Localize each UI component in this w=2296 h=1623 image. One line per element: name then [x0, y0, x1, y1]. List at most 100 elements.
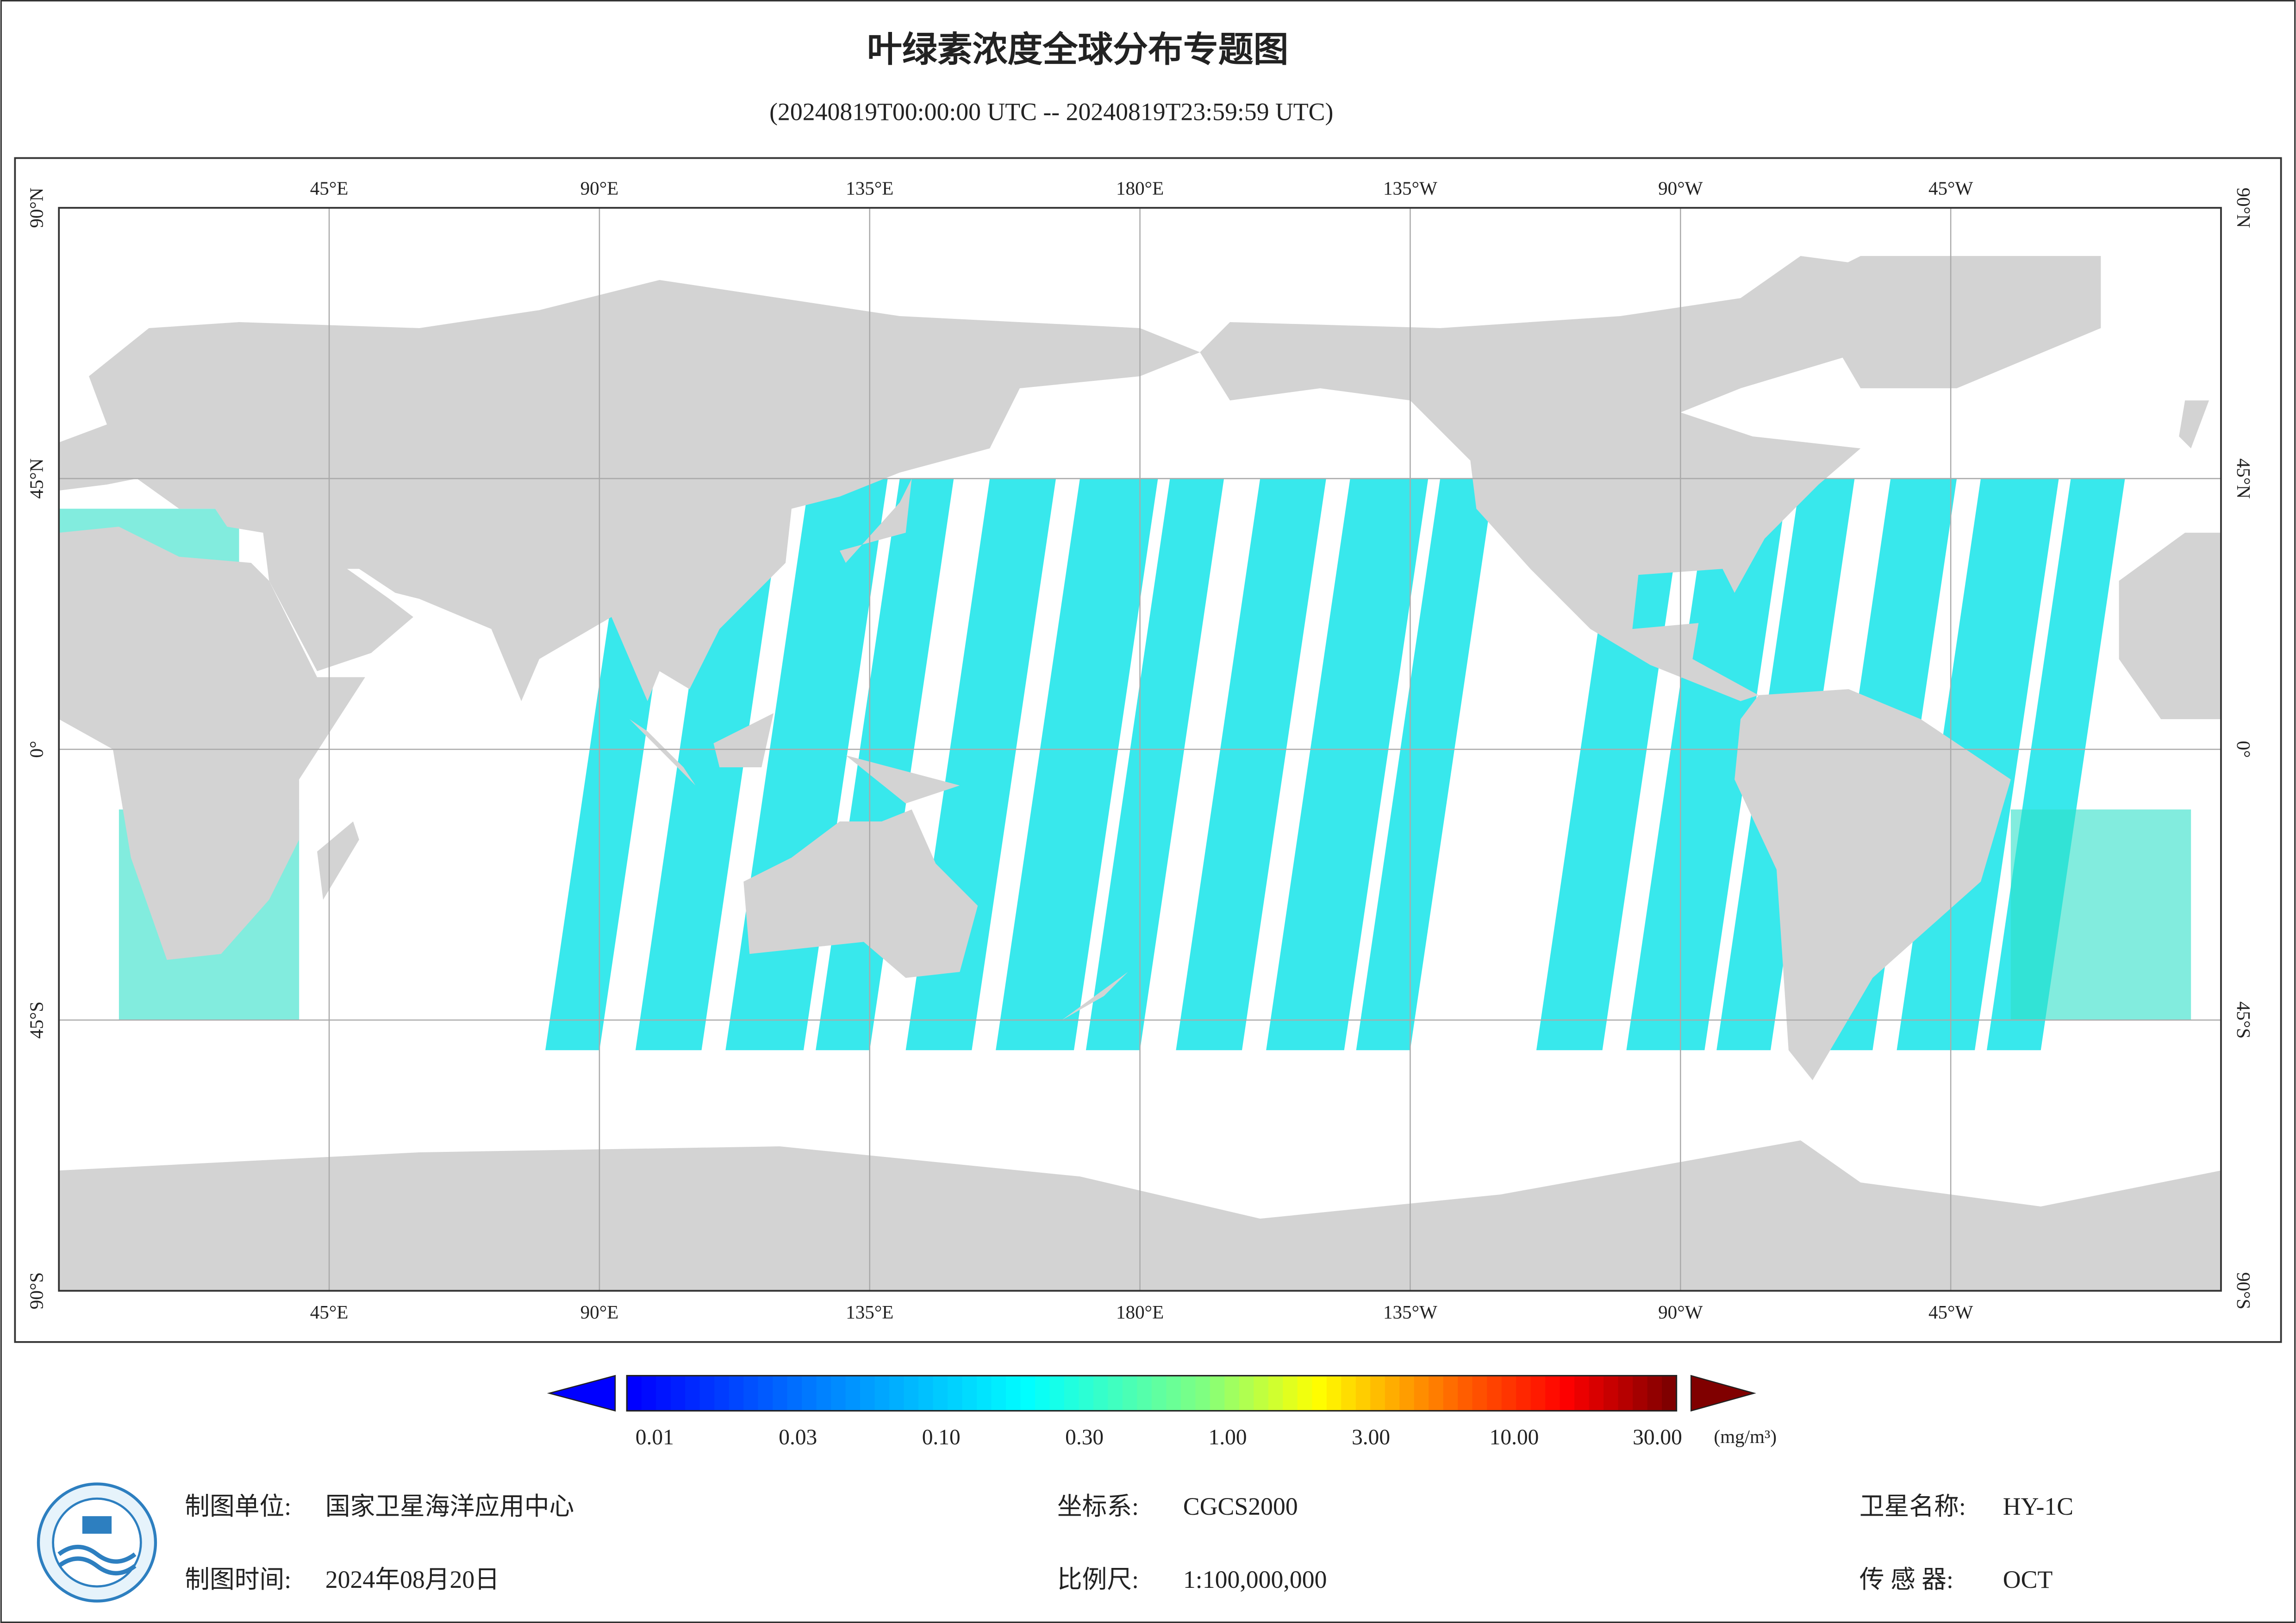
colorbar-label: 0.30: [1065, 1425, 1104, 1449]
colorbar-label: 0.03: [779, 1425, 817, 1449]
lat-label-right: 90°S: [2233, 1272, 2254, 1309]
colorbar-cell: [1472, 1375, 1488, 1411]
colorbar-cell: [1399, 1375, 1415, 1411]
lon-label-top: 90°E: [580, 178, 619, 199]
colorbar-cell: [641, 1375, 657, 1411]
colorbar-extend-high: [1690, 1374, 1756, 1412]
footer-label: 制图单位:: [185, 1492, 291, 1520]
land: [743, 809, 978, 978]
colorbar-label: 1.00: [1209, 1425, 1247, 1449]
land: [59, 527, 365, 960]
land: [840, 479, 912, 563]
colorbar-label: 0.10: [922, 1425, 961, 1449]
lon-label-top: 90°W: [1658, 178, 1703, 199]
colorbar-cell: [1530, 1375, 1546, 1411]
colorbar-cell: [991, 1375, 1006, 1411]
colorbar-cell: [1560, 1375, 1575, 1411]
footer-label: 传 感 器:: [1859, 1566, 1953, 1593]
colorbar-cell: [699, 1375, 715, 1411]
data-swath: [1536, 479, 1687, 1051]
lat-label-left: 0°: [25, 741, 47, 758]
colorbar-cell: [1268, 1375, 1284, 1411]
colorbar-cell: [874, 1375, 890, 1411]
land: [317, 821, 359, 900]
colorbar-cell: [802, 1375, 817, 1411]
land: [1734, 689, 2011, 1081]
lon-label-bottom: 45°E: [310, 1301, 349, 1323]
colorbar-cell: [1647, 1375, 1663, 1411]
colorbar-cell: [1443, 1375, 1459, 1411]
colorbar-cell: [627, 1375, 642, 1411]
map-inner-frame: [58, 207, 2222, 1292]
colorbar-cell: [1035, 1375, 1050, 1411]
colorbar-cell: [656, 1375, 671, 1411]
colorbar-cell: [1297, 1375, 1313, 1411]
colorbar-cell: [1122, 1375, 1138, 1411]
footer-label: 坐标系:: [1057, 1492, 1139, 1520]
colorbar-cell: [1574, 1375, 1590, 1411]
data-swath: [1266, 479, 1429, 1051]
colorbar-cell: [1370, 1375, 1385, 1411]
map-area: [59, 208, 2221, 1291]
colorbar-cell: [1180, 1375, 1196, 1411]
land: [59, 280, 1200, 702]
colorbar-cell: [1414, 1375, 1429, 1411]
colorbar-cell: [948, 1375, 963, 1411]
colorbar-cell: [1195, 1375, 1210, 1411]
colorbar-cell: [904, 1375, 919, 1411]
footer-label: 制图时间:: [185, 1566, 291, 1593]
colorbar-cell: [1662, 1375, 1677, 1411]
colorbar-cell: [918, 1375, 934, 1411]
colorbar-cell: [1005, 1375, 1021, 1411]
colorbar-cell: [773, 1375, 788, 1411]
lon-label-top: 180°E: [1116, 178, 1164, 199]
colorbar-cell: [729, 1375, 744, 1411]
lat-label-left: 45°S: [25, 1001, 47, 1038]
colorbar-cell: [1108, 1375, 1123, 1411]
colorbar-border: [626, 1374, 1678, 1412]
lon-label-top: 135°E: [846, 178, 893, 199]
colorbar-cell: [962, 1375, 977, 1411]
colorbar-cell: [933, 1375, 948, 1411]
colorbar-cell: [1254, 1375, 1269, 1411]
footer-value: CGCS2000: [1183, 1492, 1298, 1520]
colorbar-cell: [1326, 1375, 1342, 1411]
data-swath: [1626, 479, 1789, 1051]
colorbar-cell: [889, 1375, 905, 1411]
colorbar-cell: [1545, 1375, 1560, 1411]
colorbar-cell: [1501, 1375, 1517, 1411]
colorbar-cell: [831, 1375, 846, 1411]
land: [2179, 400, 2209, 448]
colorbar-cell: [1589, 1375, 1604, 1411]
colorbar-cell: [1049, 1375, 1065, 1411]
footer-value: OCT: [2003, 1566, 2053, 1593]
colorbar-cell: [977, 1375, 992, 1411]
lat-label-right: 45°N: [2233, 458, 2254, 498]
title: 叶绿素浓度全球分布专题图: [867, 29, 1289, 70]
colorbar-cell: [1355, 1375, 1371, 1411]
footer-value: HY-1C: [2003, 1492, 2073, 1520]
data-swath: [996, 479, 1158, 1051]
colorbar-cell: [1064, 1375, 1079, 1411]
colorbar-cell: [1516, 1375, 1531, 1411]
logo-inner: [52, 1497, 142, 1588]
colorbar-cell: [1166, 1375, 1181, 1411]
footer-label: 比例尺:: [1057, 1566, 1139, 1593]
data-swath: [1086, 479, 1224, 1051]
data-swath: [1356, 479, 1495, 1051]
colorbar-cell: [1224, 1375, 1240, 1411]
lon-label-bottom: 180°E: [1116, 1301, 1164, 1323]
colorbar-cell: [845, 1375, 861, 1411]
colorbar-cell: [1239, 1375, 1254, 1411]
colorbar-cell: [787, 1375, 803, 1411]
colorbar-label: 0.01: [636, 1425, 674, 1449]
footer-value: 2024年08月20日: [325, 1566, 499, 1593]
footer-label: 卫星名称:: [1859, 1492, 1966, 1520]
data-swath: [2010, 809, 2191, 1020]
colorbar-cell: [758, 1375, 774, 1411]
colorbar-cell: [1603, 1375, 1619, 1411]
land: [2119, 533, 2221, 719]
graticule-labels: 45°E 45°E 90°E 90°E 135°E 135°E 180°E 180°E 135°…: [25, 178, 2254, 1323]
colorbar-cell: [1151, 1375, 1167, 1411]
